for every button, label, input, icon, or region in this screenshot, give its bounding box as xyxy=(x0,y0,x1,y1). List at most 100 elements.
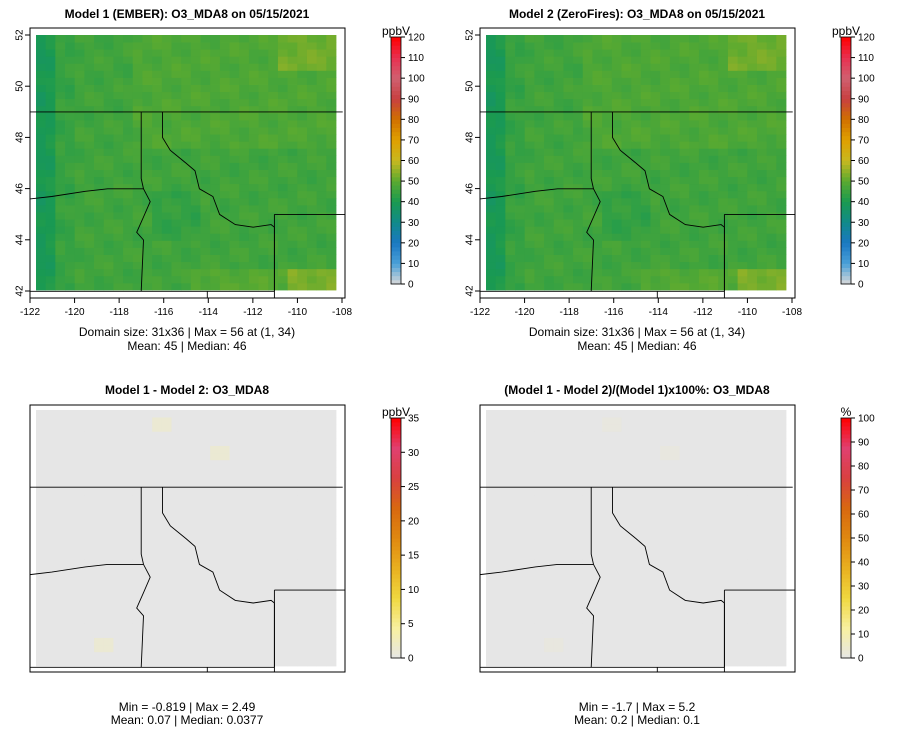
heatmap-cell xyxy=(602,162,613,170)
heatmap-cell xyxy=(524,148,535,156)
heatmap-cell xyxy=(181,637,192,646)
heatmap-cell xyxy=(152,205,163,213)
heatmap-cell xyxy=(679,502,690,510)
heatmap-cell xyxy=(515,502,526,510)
heatmap-cell xyxy=(486,233,497,241)
heatmap-cell xyxy=(718,424,729,432)
heatmap-cell xyxy=(142,488,153,496)
heatmap-cell xyxy=(181,445,192,454)
heatmap-cell xyxy=(142,438,153,446)
heatmap-cell xyxy=(258,112,269,121)
heatmap-cell xyxy=(55,205,66,213)
heatmap-cell xyxy=(297,424,308,432)
heatmap-cell xyxy=(36,616,47,624)
heatmap-cell xyxy=(495,609,506,617)
heatmap-cell xyxy=(326,445,337,454)
heatmap-cell xyxy=(306,481,318,489)
heatmap-cell xyxy=(747,35,758,43)
heatmap-cell xyxy=(171,240,182,248)
heatmap-cell xyxy=(132,594,143,603)
heatmap-cell xyxy=(181,495,192,503)
heatmap-cell xyxy=(45,105,56,114)
heatmap-cell xyxy=(45,226,56,234)
heatmap-cell xyxy=(268,42,279,50)
heatmap-cell xyxy=(737,56,748,64)
heatmap-cell xyxy=(592,162,603,170)
heatmap-cell xyxy=(534,602,545,610)
colorbar-swatch xyxy=(391,119,401,124)
heatmap-cell xyxy=(505,105,516,114)
heatmap-cell xyxy=(756,658,768,667)
heatmap-cell xyxy=(553,282,564,291)
heatmap-cell xyxy=(602,240,613,248)
heatmap-cell xyxy=(640,162,651,170)
heatmap-cell xyxy=(515,98,526,107)
heatmap-cell xyxy=(669,49,680,57)
heatmap-cell xyxy=(123,268,134,277)
heatmap-cell xyxy=(495,169,506,178)
heatmap-cell xyxy=(210,183,221,192)
heatmap-cell xyxy=(316,580,327,589)
heatmap-cell xyxy=(708,466,719,475)
colorbar-swatch xyxy=(391,510,401,515)
colorbar-swatch xyxy=(391,494,401,499)
heatmap-cell xyxy=(142,105,153,114)
heatmap-cell xyxy=(573,602,584,610)
heatmap-cell xyxy=(698,552,709,560)
heatmap-cell xyxy=(171,247,182,255)
heatmap-cell xyxy=(84,573,95,582)
heatmap-cell xyxy=(524,120,535,128)
heatmap-cell xyxy=(515,594,526,603)
heatmap-cell xyxy=(142,609,153,617)
heatmap-cell xyxy=(210,651,221,660)
heatmap-cell xyxy=(190,538,201,546)
heatmap-cell xyxy=(747,552,758,560)
heatmap-cell xyxy=(708,566,719,574)
heatmap-cell xyxy=(132,176,143,185)
heatmap-cell xyxy=(123,63,134,71)
heatmap-cell xyxy=(268,268,279,277)
heatmap-cell xyxy=(582,538,593,546)
colorbar-swatch xyxy=(391,90,401,96)
heatmap-cell xyxy=(277,233,289,241)
heatmap-cell xyxy=(534,261,545,270)
heatmap-cell xyxy=(534,63,545,71)
heatmap-cell xyxy=(94,488,105,496)
heatmap-cell xyxy=(524,573,535,582)
heatmap-cell xyxy=(669,120,680,128)
heatmap-cell xyxy=(94,545,105,553)
heatmap-cell xyxy=(602,205,613,213)
heatmap-cell xyxy=(74,84,85,93)
heatmap-cell xyxy=(200,233,211,241)
heatmap-cell xyxy=(660,176,671,185)
heatmap-cell xyxy=(84,247,95,255)
heatmap-cell xyxy=(229,651,240,660)
heatmap-cell xyxy=(142,602,153,610)
heatmap-cell xyxy=(277,183,289,192)
heatmap-cell xyxy=(200,148,211,156)
heatmap-cell xyxy=(544,35,555,43)
heatmap-cell xyxy=(326,205,337,213)
heatmap-cell xyxy=(747,275,758,284)
heatmap-cell xyxy=(277,120,289,128)
heatmap-cell xyxy=(123,552,134,560)
heatmap-cell xyxy=(621,226,632,234)
heatmap-cell xyxy=(113,566,124,574)
heatmap-cell xyxy=(689,545,700,553)
heatmap-cell xyxy=(611,190,622,199)
heatmap-cell xyxy=(650,205,661,213)
heatmap-cell xyxy=(297,56,308,64)
heatmap-cell xyxy=(200,509,211,518)
heatmap-cell xyxy=(718,148,729,156)
heatmap-cell xyxy=(747,240,758,248)
colorbar-swatch xyxy=(841,123,851,128)
heatmap-cell xyxy=(747,63,758,71)
heatmap-cell xyxy=(239,623,250,631)
heatmap-cell xyxy=(190,566,201,574)
heatmap-cell xyxy=(190,77,201,85)
heatmap-cell xyxy=(563,431,574,439)
heatmap-cell xyxy=(239,197,250,206)
heatmap-cell xyxy=(123,247,134,255)
heatmap-cell xyxy=(640,205,651,213)
heatmap-cell xyxy=(611,77,622,85)
